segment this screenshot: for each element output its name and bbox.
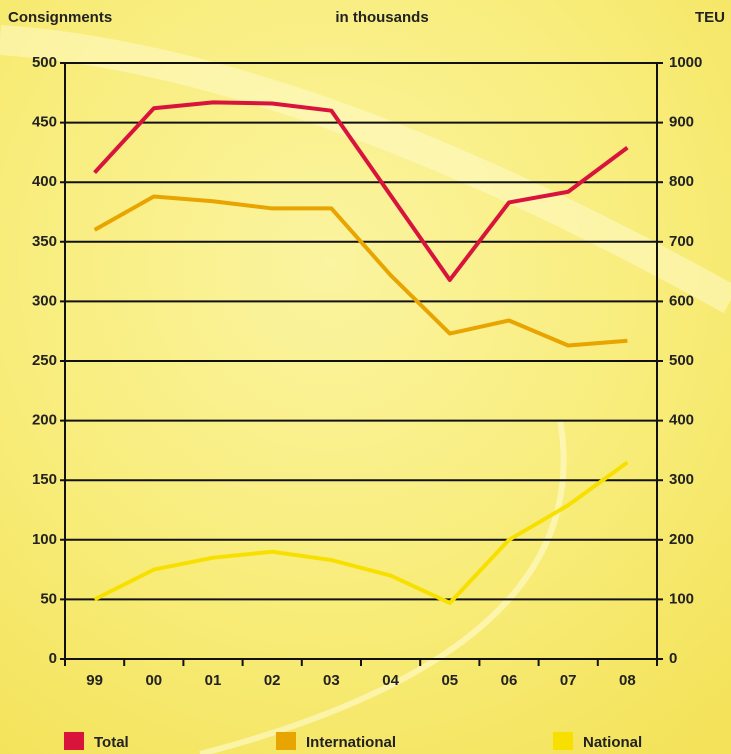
line-series <box>93 460 629 605</box>
y-tick-label: 350 <box>32 233 57 250</box>
y-tick-label: 400 <box>32 173 57 190</box>
y2-tick-label: 300 <box>669 471 694 488</box>
x-tick-label: 08 <box>619 672 636 689</box>
y2-tick-label: 800 <box>669 173 694 190</box>
y-tick-label: 150 <box>32 471 57 488</box>
legend-swatch <box>553 732 573 750</box>
legend-label: Total <box>94 734 129 751</box>
x-tick-label: 03 <box>323 672 340 689</box>
line-series <box>93 100 629 282</box>
decor-swoosh <box>199 419 567 754</box>
y-tick-label: 200 <box>32 412 57 429</box>
x-tick-label: 06 <box>501 672 518 689</box>
x-tick-label: 02 <box>264 672 281 689</box>
y2-tick-label: 900 <box>669 114 694 131</box>
line-series <box>93 194 628 348</box>
y2-tick-label: 400 <box>669 412 694 429</box>
legend-swatch <box>64 732 84 750</box>
y2-axis-label: TEU <box>695 9 725 26</box>
y2-tick-label: 0 <box>669 650 677 667</box>
y-tick-label: 250 <box>32 352 57 369</box>
x-tick-label: 01 <box>205 672 222 689</box>
x-tick-label: 00 <box>145 672 162 689</box>
y2-tick-label: 200 <box>669 531 694 548</box>
y2-tick-label: 500 <box>669 352 694 369</box>
y2-tick-label: 1000 <box>669 54 702 71</box>
y2-tick-label: 600 <box>669 292 694 309</box>
x-tick-label: 05 <box>441 672 458 689</box>
legend-swatch <box>276 732 296 750</box>
y-tick-label: 450 <box>32 114 57 131</box>
y2-tick-label: 100 <box>669 590 694 607</box>
y-tick-label: 100 <box>32 531 57 548</box>
y-tick-label: 300 <box>32 292 57 309</box>
y-tick-label: 0 <box>49 650 57 667</box>
x-tick-label: 99 <box>86 672 103 689</box>
y2-tick-label: 700 <box>669 233 694 250</box>
legend-label: International <box>306 734 396 751</box>
y-tick-label: 50 <box>40 590 57 607</box>
y-axis-label: Consignments <box>8 9 112 26</box>
x-tick-label: 04 <box>382 672 399 689</box>
y-tick-label: 500 <box>32 54 57 71</box>
x-tick-label: 07 <box>560 672 577 689</box>
legend-label: National <box>583 734 642 751</box>
subtitle: in thousands <box>335 9 428 26</box>
